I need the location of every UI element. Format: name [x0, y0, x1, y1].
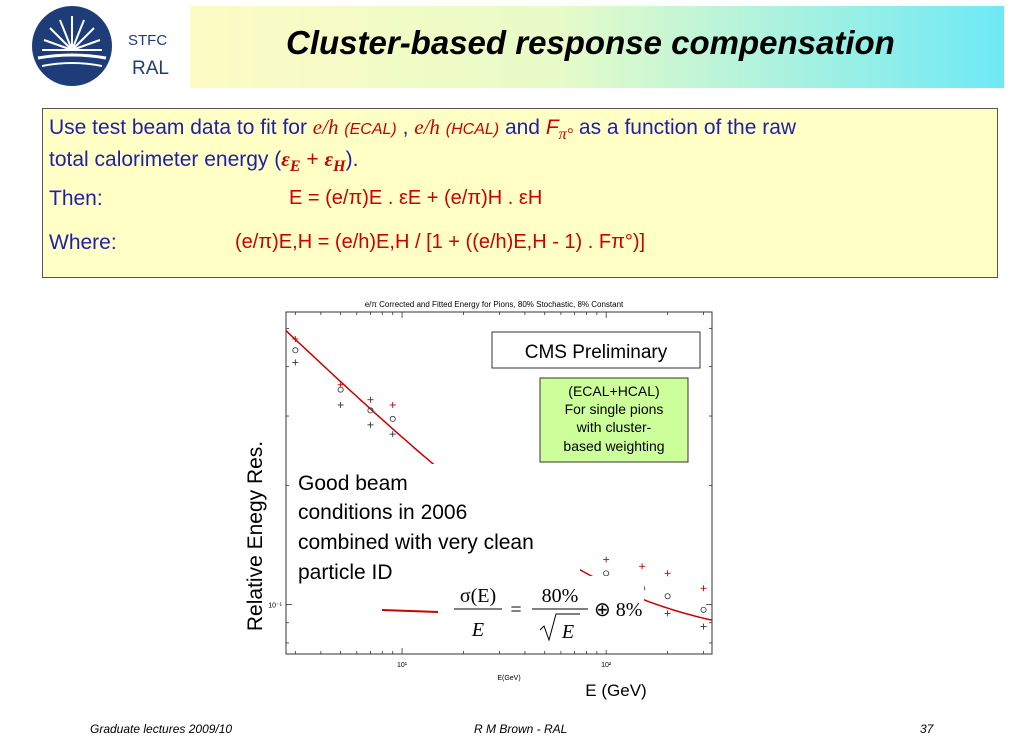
annotation-line: conditions in 2006 — [298, 501, 467, 524]
eps-e-sub: E — [289, 158, 301, 176]
data-point-plus — [367, 421, 374, 428]
green-box-line: For single pions — [565, 401, 664, 417]
formula-bg — [430, 576, 644, 650]
and-text: and — [499, 116, 546, 139]
stfc-sunburst-icon — [32, 6, 112, 86]
eps-e: ε — [281, 147, 290, 171]
slide-title: Cluster-based response compensation — [286, 24, 895, 61]
footer-center: R M Brown - RAL — [474, 722, 568, 736]
footer-left: Graduate lectures 2009/10 — [90, 722, 233, 736]
data-point-plus — [603, 556, 610, 563]
line2-text: total calorimeter energy ( — [49, 148, 282, 171]
sep: , — [396, 116, 415, 139]
data-point-circle — [337, 386, 344, 393]
text-box: Use test beam data to fit for e/h (ECAL)… — [42, 108, 998, 278]
data-point-circle — [389, 415, 396, 422]
data-point-plus — [292, 359, 299, 366]
ecal-label: (ECAL) — [344, 121, 397, 138]
line-2: total calorimeter energy (εE + εH). — [49, 147, 358, 176]
x-tick-label: 10¹ — [397, 662, 408, 669]
sqrt-symbol — [539, 613, 580, 642]
x-axis-label-small: E(GeV) — [497, 675, 520, 682]
data-point-circle — [367, 407, 374, 414]
cms-box — [491, 331, 701, 369]
line-1: Use test beam data to fit for e/h (ECAL)… — [49, 115, 796, 144]
data-point-circle — [700, 606, 707, 613]
data-point-plus — [639, 563, 646, 570]
axis-ticks: 10¹ 10² 10⁻¹ — [268, 312, 712, 669]
f-symbol: F — [545, 116, 559, 139]
resolution-chart: e/π Corrected and Fitted Energy for Pion… — [238, 296, 722, 700]
y-axis-label: Relative Enegy Res. — [244, 441, 267, 631]
formula-den: E — [561, 621, 574, 643]
line1-rest: as a function of the raw — [573, 116, 797, 139]
annotation-line: Good beam — [298, 472, 408, 495]
logo-stfc-text: STFC — [128, 32, 168, 49]
chart-title: e/π Corrected and Fitted Energy for Pion… — [365, 300, 624, 309]
legend-line — [381, 609, 439, 613]
line2-end: ). — [345, 148, 359, 171]
hcal-label: (HCAL) — [445, 121, 500, 138]
cms-preliminary: CMS Preliminary — [525, 342, 668, 363]
where-label: Where: — [49, 231, 117, 254]
formula-e: E — [471, 619, 484, 641]
formula-num: 80% — [542, 585, 579, 607]
plus: + — [300, 148, 325, 171]
y-tick-label: 10⁻¹ — [268, 603, 282, 610]
line1-text: Use test beam data to fit for — [49, 116, 313, 139]
eps-h: ε — [324, 147, 334, 171]
where-formula: (e/π)E,H = (e/h)E,H / [1 + ((e/h)E,H - 1… — [235, 231, 646, 253]
f-subscript: π° — [558, 126, 574, 144]
page-number: 37 — [920, 722, 934, 736]
data-point-plus — [700, 623, 707, 630]
data-point-plus — [664, 610, 671, 617]
data-point-circle — [603, 570, 610, 577]
x-axis-label: E (GeV) — [585, 681, 646, 700]
data-point-circle — [292, 347, 299, 354]
text-annotation-bg — [290, 464, 580, 588]
data-point-circle — [664, 593, 671, 600]
eps-h-sub: H — [333, 158, 346, 176]
formula-sigma: σ(E) — [460, 585, 496, 607]
title-bar: Cluster-based response compensation — [190, 6, 1004, 88]
formula-rest: ⊕ 8% — [594, 599, 642, 621]
data-point-plus — [337, 401, 344, 408]
logo: STFC RAL — [0, 0, 190, 92]
formula-eq: = — [510, 599, 521, 621]
logo-ral-text: RAL — [132, 58, 169, 79]
data-point-plus — [389, 401, 396, 408]
then-formula: E = (e/π)E . εE + (e/π)H . εH — [289, 187, 543, 209]
annotation-line: particle ID — [298, 561, 393, 584]
data-point-plus — [389, 431, 396, 438]
green-box — [539, 377, 689, 463]
data-point-plus — [700, 585, 707, 592]
eh-symbol-2: e/h — [414, 115, 440, 139]
x-tick-label: 10² — [601, 662, 612, 669]
green-box-line: based weighting — [563, 438, 664, 454]
data-point-plus — [367, 396, 374, 403]
data-point-plus — [664, 570, 671, 577]
green-box-line: with cluster- — [576, 419, 652, 435]
annotation-line: combined with very clean — [298, 531, 534, 554]
then-label: Then: — [49, 187, 103, 210]
data-point-plus — [292, 335, 299, 342]
eh-symbol: e/h — [312, 115, 339, 139]
green-box-line: (ECAL+HCAL) — [568, 383, 659, 399]
